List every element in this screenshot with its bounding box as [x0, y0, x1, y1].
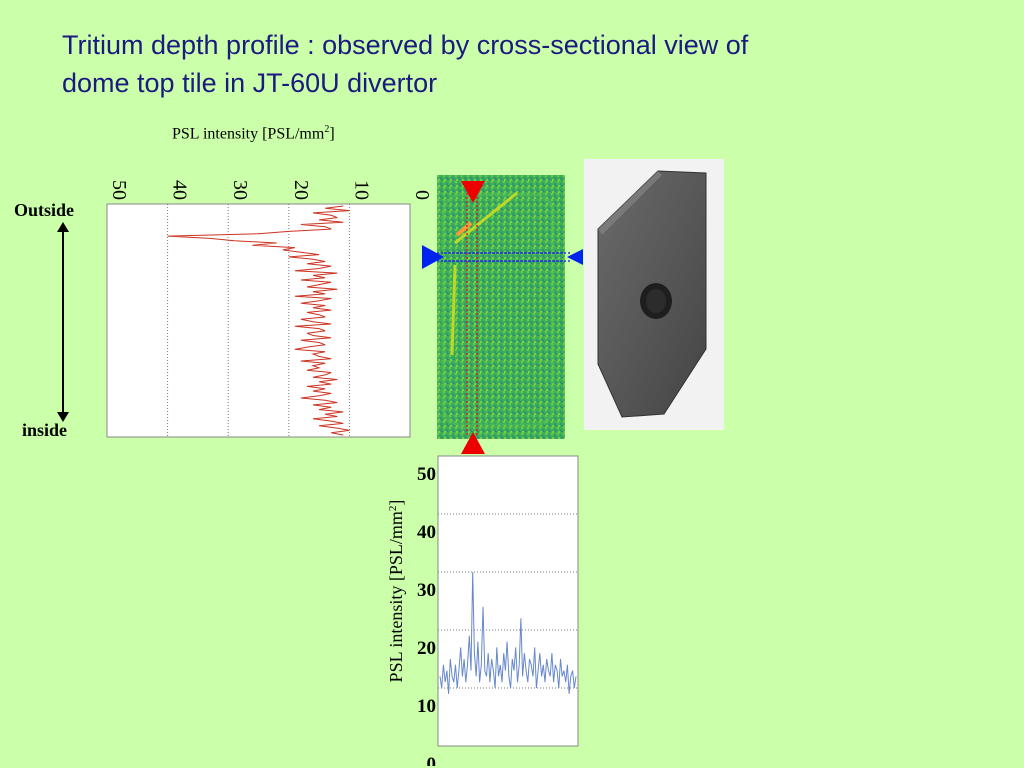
title-line-1: Tritium depth profile : observed by cros…	[62, 30, 749, 60]
vertical-cut-marker-top	[461, 181, 485, 203]
vertical-cut-marker-bottom	[461, 432, 485, 454]
horizontal-chart-tick-label: 0	[427, 754, 437, 766]
horizontal-chart-tick-label: 50	[417, 464, 436, 485]
horizontal-cut-line	[444, 252, 570, 262]
depth-arrow	[57, 222, 69, 422]
vertical-chart-xlabel-end: ]	[329, 125, 335, 143]
horizontal-cut-marker-left	[422, 245, 444, 269]
vertical-chart-tick-label: 0	[411, 190, 430, 200]
vertical-chart-plot-area	[106, 203, 411, 438]
tile-shape	[597, 170, 707, 418]
horizontal-profile-chart: 50 40 30 20 10 0 PSL intensity [PSL/mm2]	[386, 455, 579, 766]
vertical-chart-xlabel-text: PSL intensity [PSL/mm	[172, 125, 325, 143]
vertical-chart-tick-label: 30	[229, 180, 251, 200]
vertical-chart-tick-label: 20	[290, 180, 312, 200]
page-title: Tritium depth profile : observed by cros…	[62, 26, 962, 102]
inside-label: inside	[22, 420, 68, 440]
vertical-chart-xlabel-sup: 2	[324, 124, 330, 135]
horizontal-chart-tick-label: 10	[417, 696, 436, 717]
vertical-chart-series-line	[167, 205, 350, 436]
tile-photo	[584, 159, 724, 430]
horizontal-chart-tick-label: 20	[417, 638, 436, 659]
vertical-depth-profile-chart: 50 40 30 20 10 0	[106, 180, 430, 438]
horizontal-chart-tick-label: 30	[417, 580, 436, 601]
vertical-chart-tick-label: 40	[169, 180, 191, 200]
horizontal-cut-marker-right	[567, 249, 583, 265]
vertical-chart-xlabel: PSL intensity [PSL/mm2]	[172, 124, 335, 143]
title-line-2: dome top tile in JT-60U divertor	[62, 68, 438, 98]
vertical-chart-tick-label: 10	[350, 180, 372, 200]
horizontal-chart-plot-area	[437, 455, 579, 747]
outside-label: Outside	[14, 200, 75, 220]
psl-image	[437, 175, 565, 439]
vertical-chart-tick-label: 50	[108, 180, 130, 200]
horizontal-chart-series-line	[439, 571, 577, 694]
horizontal-chart-ylabel: PSL intensity [PSL/mm2]	[386, 500, 406, 683]
psl-image-overlay	[437, 175, 565, 439]
horizontal-chart-tick-label: 40	[417, 522, 436, 543]
